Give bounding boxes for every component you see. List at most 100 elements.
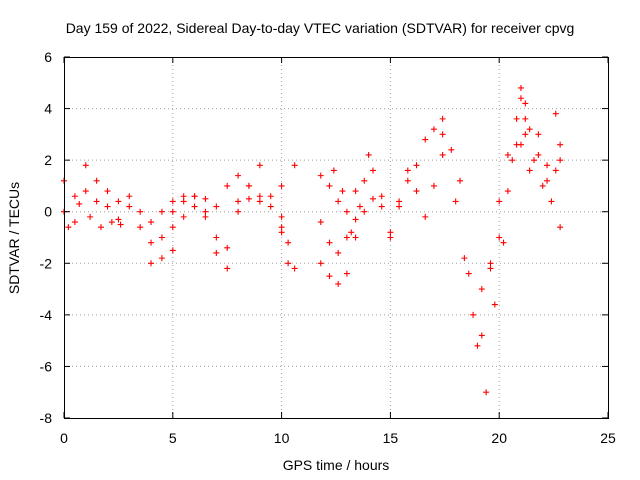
series-arc-17	[517, 95, 564, 169]
data-point	[278, 224, 285, 231]
data-point	[387, 229, 394, 236]
data-point	[202, 195, 209, 202]
data-point	[496, 198, 503, 205]
data-point	[557, 157, 564, 164]
data-point	[169, 247, 176, 254]
series-arc-8	[278, 162, 298, 246]
y-tick-label: -8	[40, 410, 53, 426]
data-point	[169, 224, 176, 231]
data-point	[548, 198, 555, 205]
data-point	[522, 115, 529, 122]
data-point	[137, 208, 144, 215]
data-point	[504, 151, 511, 158]
data-point	[224, 244, 231, 251]
data-point	[256, 162, 263, 169]
chart-title: Day 159 of 2022, Sidereal Day-to-day VTE…	[66, 20, 575, 36]
series-arc-5	[126, 193, 285, 256]
data-point	[522, 100, 529, 107]
data-point	[278, 229, 285, 236]
data-point	[326, 273, 333, 280]
data-point	[496, 234, 503, 241]
data-point	[213, 249, 220, 256]
data-point	[430, 182, 437, 189]
data-point	[180, 193, 187, 200]
data-point	[369, 195, 376, 202]
data-point	[439, 115, 446, 122]
data-point	[169, 208, 176, 215]
data-point	[235, 198, 242, 205]
data-point	[361, 177, 368, 184]
data-point	[509, 157, 516, 164]
data-point	[245, 195, 252, 202]
data-point	[158, 255, 165, 262]
data-point	[335, 198, 342, 205]
x-axis-label: GPS time / hours	[283, 457, 390, 473]
data-point	[339, 188, 346, 195]
data-point	[267, 193, 274, 200]
data-point	[278, 182, 285, 189]
data-point	[148, 239, 155, 246]
data-point	[285, 239, 292, 246]
y-tick-label: 6	[44, 49, 52, 65]
data-point	[82, 162, 89, 169]
series-arc-4	[126, 162, 285, 272]
x-tick-label: 20	[491, 430, 507, 446]
series-arc-19	[522, 115, 564, 231]
data-point	[343, 234, 350, 241]
data-point	[404, 167, 411, 174]
x-tick-label: 0	[60, 430, 68, 446]
data-point	[224, 265, 231, 272]
data-point	[487, 260, 494, 267]
x-tick-label: 5	[169, 430, 177, 446]
series-arc-9	[278, 229, 298, 272]
data-point	[180, 213, 187, 220]
data-point	[474, 342, 481, 349]
data-point	[235, 208, 242, 215]
series-arc-10	[317, 115, 446, 287]
data-point	[335, 280, 342, 287]
data-point	[291, 265, 298, 272]
data-point	[213, 234, 220, 241]
y-tick-label: -4	[40, 307, 53, 323]
data-point	[365, 151, 372, 158]
data-point	[180, 198, 187, 205]
data-point	[413, 188, 420, 195]
data-point	[557, 224, 564, 231]
data-point	[535, 151, 542, 158]
data-point	[256, 198, 263, 205]
data-point	[517, 84, 524, 91]
y-axis-label: SDTVAR / TECUs	[6, 182, 22, 294]
data-point	[439, 151, 446, 158]
data-point	[317, 219, 324, 226]
data-point	[500, 239, 507, 246]
data-point	[552, 167, 559, 174]
data-point	[278, 213, 285, 220]
series-arc-13	[330, 151, 372, 236]
series-arc-12	[317, 172, 359, 215]
data-point	[115, 216, 122, 223]
data-point	[126, 203, 133, 210]
data-point	[87, 213, 94, 220]
data-point	[352, 234, 359, 241]
data-point	[487, 265, 494, 272]
data-point	[267, 203, 274, 210]
data-point	[531, 157, 538, 164]
data-point	[552, 110, 559, 117]
data-point	[544, 177, 551, 184]
data-point	[285, 260, 292, 267]
data-point	[378, 203, 385, 210]
data-point	[104, 203, 111, 210]
data-marks	[61, 84, 564, 396]
data-point	[108, 219, 115, 226]
data-point	[235, 172, 242, 179]
series-arc-15	[452, 100, 529, 318]
data-point	[348, 229, 355, 236]
series-arc-18	[517, 131, 564, 184]
y-tick-label: -2	[40, 255, 53, 271]
data-point	[137, 224, 144, 231]
data-point	[245, 182, 252, 189]
data-point	[378, 193, 385, 200]
data-point	[465, 270, 472, 277]
data-point	[452, 198, 459, 205]
